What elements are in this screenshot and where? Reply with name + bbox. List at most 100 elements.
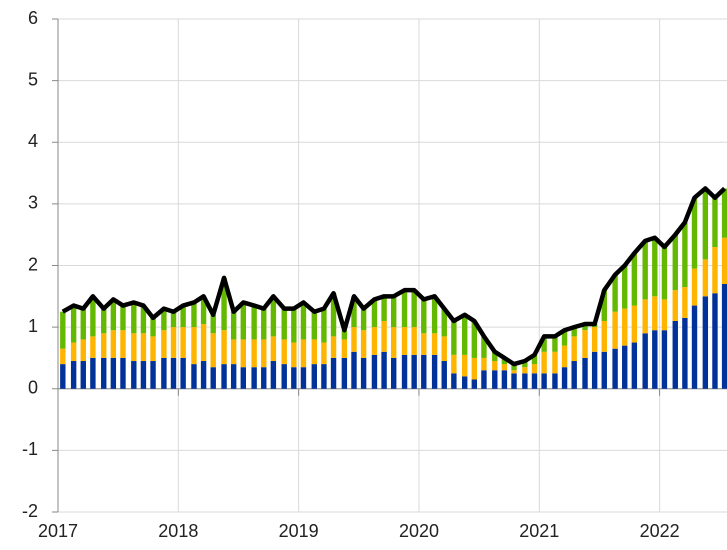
bar-segment [341, 339, 348, 358]
bar-segment [401, 327, 408, 355]
bar-segment [522, 367, 528, 374]
y-tick-label: 2 [28, 254, 38, 274]
y-tick-label: 4 [28, 131, 38, 151]
bar-segment [501, 370, 508, 389]
bar-segment [70, 361, 77, 389]
bar-segment [481, 336, 487, 358]
bar-segment [391, 357, 397, 389]
x-tick-label: 2019 [279, 521, 319, 541]
bar-segment [80, 361, 86, 389]
bar-segment [401, 354, 408, 389]
bar-segment [481, 357, 487, 371]
bar-segment [240, 367, 246, 389]
bar-segment [371, 299, 378, 328]
bar-segment [341, 330, 348, 340]
bar-segment [571, 327, 577, 337]
bar-segment [330, 336, 337, 358]
bar-segment [471, 379, 478, 389]
bar-segment [251, 305, 257, 340]
bar-segment [270, 296, 277, 337]
x-tick-label: 2020 [399, 521, 439, 541]
bar-segment [161, 308, 167, 331]
bar-segment [411, 290, 417, 328]
bar-segment [631, 305, 638, 343]
bar-segment [672, 234, 678, 291]
bar-segment [691, 305, 698, 389]
bar-segment [291, 367, 297, 389]
bar-segment [492, 370, 498, 389]
bar-segment [311, 364, 317, 389]
bar-segment [421, 354, 427, 389]
bar-segment [441, 361, 447, 389]
bar-segment [451, 373, 457, 389]
bar-segment [642, 333, 648, 389]
bar-segment [471, 357, 478, 380]
bar-segment [431, 333, 438, 355]
bar-segment [200, 361, 207, 389]
bar-segment [451, 320, 457, 355]
bar-segment [270, 361, 277, 389]
bar-segment [251, 367, 257, 389]
bar-segment [631, 342, 638, 389]
bar-segment [552, 373, 558, 389]
bar-segment [702, 259, 709, 297]
bar-segment [582, 357, 588, 389]
bar-segment [712, 197, 718, 248]
bar-segment [541, 351, 547, 374]
bar-segment [612, 348, 618, 389]
bar-segment [522, 373, 528, 389]
bar-segment [461, 376, 468, 389]
bar-segment [441, 308, 447, 337]
bar-segment [571, 336, 577, 362]
bar-segment [191, 302, 197, 328]
bar-segment [661, 247, 668, 300]
bar-segment [642, 299, 648, 334]
bar-segment [411, 354, 417, 389]
bar-segment [321, 342, 327, 365]
bar-segment [431, 354, 438, 389]
bar-segment [161, 330, 167, 358]
bar-segment [431, 296, 438, 334]
bar-segment [721, 237, 727, 284]
bar-segment [682, 317, 688, 389]
bar-segment [101, 357, 107, 389]
bar-segment [221, 364, 227, 389]
bar-segment [101, 333, 107, 358]
bar-segment [60, 348, 66, 365]
bar-segment [721, 283, 727, 389]
bar-segment [582, 324, 588, 331]
bar-segment [541, 336, 547, 352]
y-tick-label: 3 [28, 193, 38, 213]
bar-segment [80, 308, 86, 340]
x-tick-label: 2021 [519, 521, 559, 541]
bar-segment [672, 290, 678, 321]
bar-segment [612, 311, 618, 349]
bar-segment [391, 327, 397, 358]
bar-segment [381, 351, 387, 389]
bar-segment [691, 197, 698, 269]
bar-segment [341, 357, 348, 389]
bar-segment [601, 290, 607, 321]
bar-segment [691, 268, 698, 306]
bar-segment [70, 305, 77, 343]
bar-segment [702, 188, 709, 260]
bar-segment [281, 308, 287, 340]
bar-segment [441, 336, 447, 362]
bar-segment [110, 330, 117, 358]
bar-segment [150, 361, 156, 389]
bar-segment [330, 357, 337, 389]
bar-segment [642, 240, 648, 300]
bar-segment [601, 351, 607, 389]
bar-segment [70, 342, 77, 362]
bar-segment [150, 336, 156, 362]
x-tick-label: 2018 [158, 521, 198, 541]
bar-segment [210, 367, 216, 389]
bar-segment [360, 308, 367, 331]
total-line [61, 186, 727, 367]
bar-segment [501, 357, 508, 365]
bar-segment [421, 333, 427, 355]
bar-segment [351, 296, 357, 328]
bar-segment [371, 327, 378, 355]
bar-segment [281, 339, 287, 365]
bar-segment [582, 330, 588, 358]
